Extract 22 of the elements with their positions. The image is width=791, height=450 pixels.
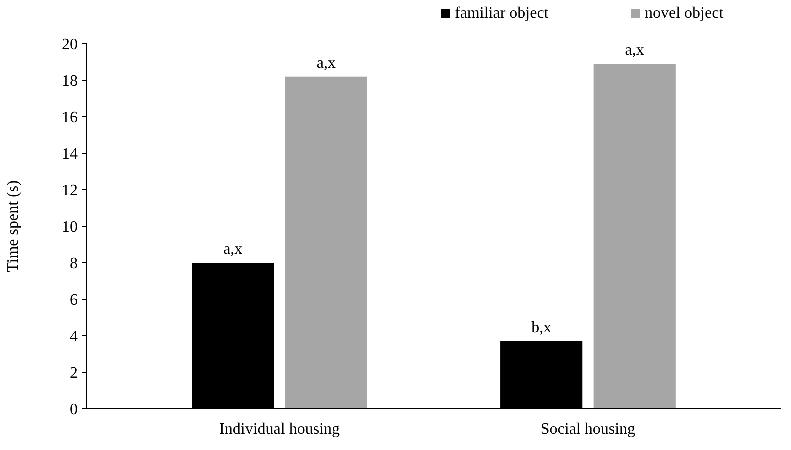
y-tick-label: 14 [62,146,78,164]
data-label: a,x [316,54,336,72]
bar [285,76,368,409]
legend-label: familiar object [455,5,550,22]
y-tick-label: 10 [62,219,78,236]
x-tick-label: Individual housing [220,421,340,438]
y-tick-label: 6 [70,292,78,310]
y-tick-label: 20 [62,36,78,54]
bar [594,64,676,409]
y-tick-label: 16 [62,110,78,127]
data-label: b,x [532,319,552,336]
y-tick-label: 2 [70,365,78,382]
y-tick-label: 0 [70,402,78,419]
y-axis-title: Time spent (s) [5,180,22,272]
legend-label: novel object [645,5,724,22]
y-tick-label: 4 [70,328,78,346]
y-tick-label: 8 [70,256,78,273]
y-tick-label: 12 [62,182,78,200]
data-label: a,x [224,241,243,258]
x-tick-label: Social housing [540,421,636,438]
y-tick-label: 18 [62,73,78,90]
data-label: a,x [625,42,644,60]
